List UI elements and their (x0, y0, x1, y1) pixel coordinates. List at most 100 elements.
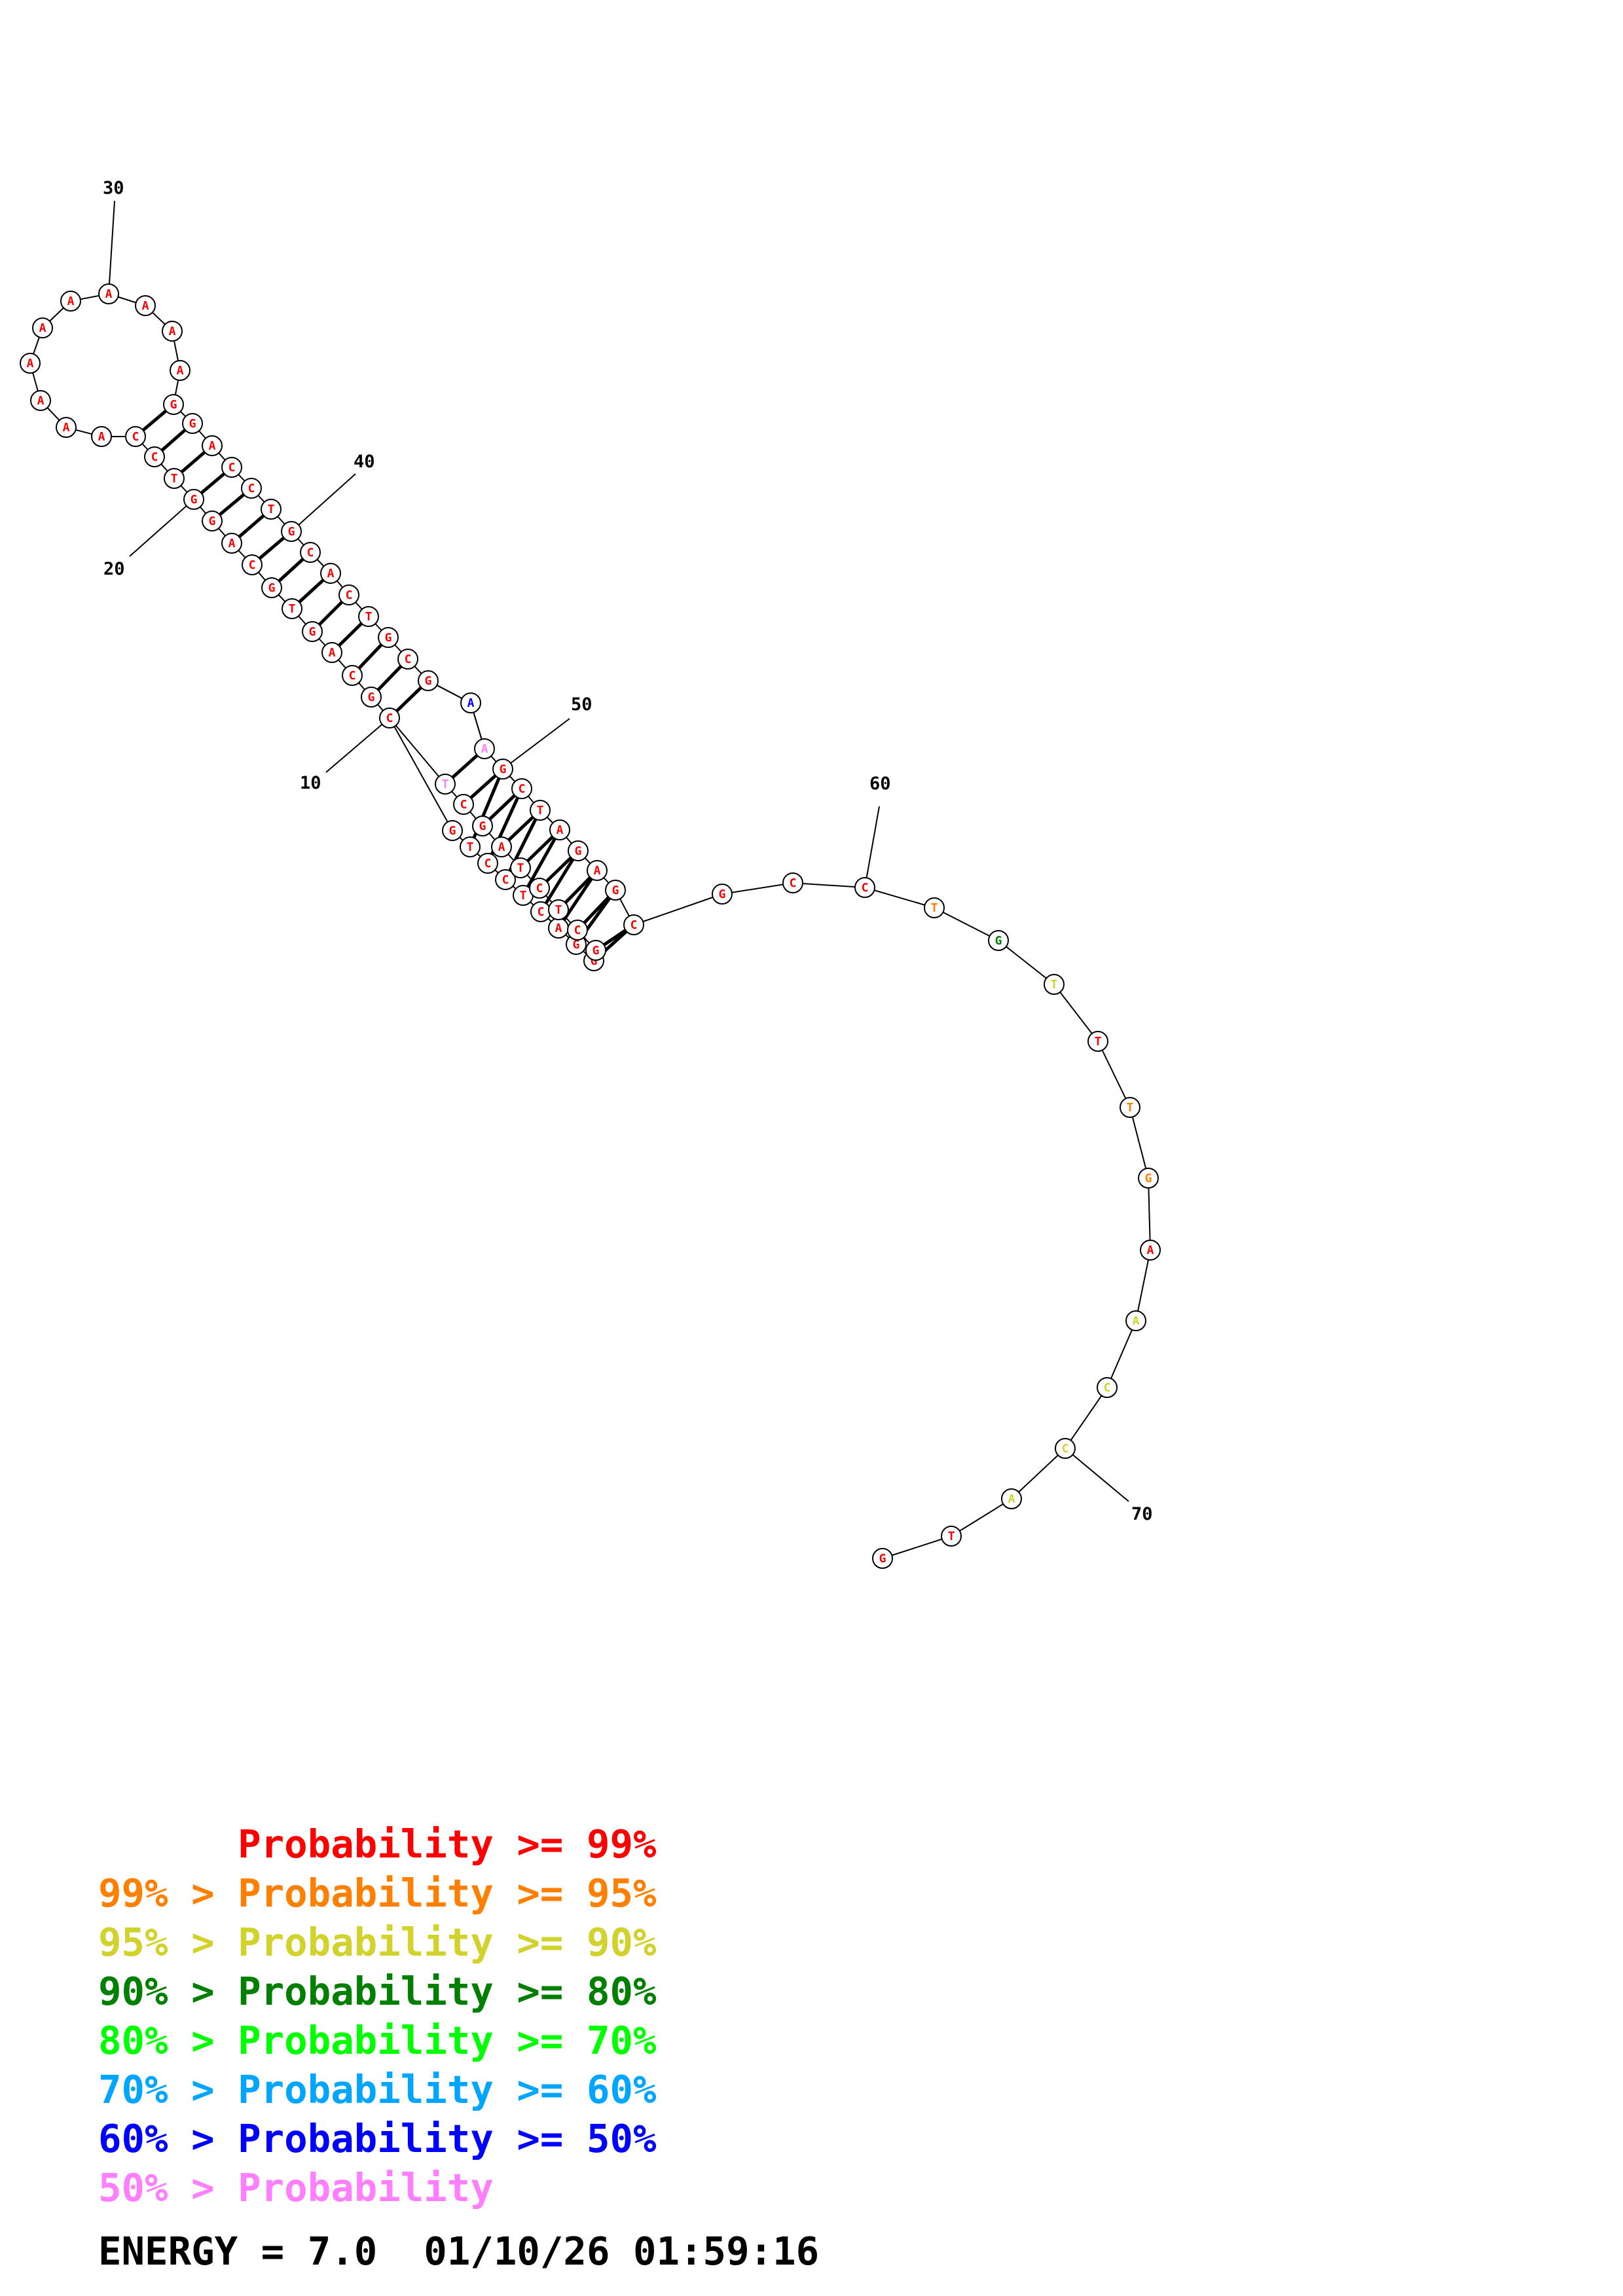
position-label: 50 (571, 694, 593, 715)
nucleotide: G (872, 1548, 893, 1569)
nucleotide-letter: G (309, 625, 316, 639)
nucleotide-circle (32, 317, 53, 338)
nucleotide-circle (91, 426, 112, 447)
nucleotide: G (202, 511, 223, 531)
nucleotide-letter: C (502, 873, 509, 887)
nucleotide: A (202, 435, 223, 456)
nucleotide: C (567, 920, 588, 941)
nucleotide-letter: C (228, 461, 236, 475)
nucleotide-letter: T (467, 840, 474, 854)
nucleotide-letter: G (591, 954, 598, 968)
nucleotide-letter: G (575, 844, 582, 858)
backbone-segment (882, 1535, 952, 1559)
nucleotide-letter: A (142, 299, 149, 313)
nucleotide-circle (170, 360, 191, 381)
nucleotide-circle (302, 621, 323, 642)
nucleotide-letter: G (1145, 1172, 1152, 1185)
nucleotide: A (587, 860, 608, 881)
nucleotide-letter: G (449, 824, 456, 838)
nucleotide: G (302, 621, 323, 642)
position-tick (129, 499, 194, 557)
nucleotide: T (358, 606, 379, 627)
nucleotide-circle (530, 800, 551, 821)
nucleotide-letter: A (555, 922, 562, 935)
nucleotide-letter: A (228, 537, 236, 550)
backbone-segment (1106, 1320, 1137, 1388)
nucleotide: A (491, 836, 512, 857)
nucleotide: G (988, 930, 1009, 951)
legend-entry: 80% > Probability >= 70% (98, 2018, 657, 2063)
base-pair-line (468, 768, 505, 848)
nucleotide-letter: G (209, 514, 216, 528)
legend-entry: 95% > Probability >= 90% (98, 1920, 657, 1965)
position-label: 60 (869, 774, 891, 794)
nucleotide-letter: T (517, 861, 524, 875)
nucleotide: C (397, 649, 418, 670)
nucleotide-circle (872, 1548, 893, 1569)
base-pair-line (521, 829, 562, 897)
nucleotide-circle (282, 598, 302, 619)
nucleotide-circle (442, 820, 463, 841)
nucleotide: G (182, 413, 203, 434)
nucleotide-circle (510, 857, 531, 878)
nucleotide-letter: C (405, 653, 412, 666)
nucleotide-circle (358, 606, 379, 627)
legend-entry: 60% > Probability >= 50% (98, 2116, 657, 2161)
nucleotide-circle (1125, 1310, 1146, 1331)
position-labels: 10 20 30 40 50 60 70 (103, 178, 1153, 1524)
nucleotide-circle (125, 426, 146, 447)
nucleotide-circle (453, 794, 474, 815)
nucleotide-circle (1044, 974, 1065, 995)
nucleotide: C (125, 426, 146, 447)
nucleotide: A (170, 360, 191, 381)
nucleotide-circle (924, 897, 945, 918)
backbone-segment (1053, 984, 1099, 1042)
nucleotide-circle (435, 774, 456, 795)
nucleotide-circle (202, 435, 223, 456)
nucleotide-circle (1001, 1488, 1022, 1509)
nucleotide-circle (261, 499, 282, 520)
nucleotide: G (1138, 1168, 1159, 1189)
backbone-segment (864, 887, 935, 908)
nucleotide-letter: T (442, 778, 449, 791)
nucleotide-circle (988, 930, 1009, 951)
nucleotide-circle (300, 542, 321, 563)
nucleotide-circle (164, 468, 185, 489)
nucleotide-letter: C (630, 918, 638, 932)
nucleotide-letter: C (248, 482, 255, 495)
nucleotide-letter: C (574, 924, 581, 937)
nucleotide-circle (144, 446, 165, 467)
nucleotide-letter: A (63, 421, 70, 435)
nucleotide-letter: C (386, 711, 393, 725)
nucleotide-circle (60, 291, 81, 312)
nucleotide-letter: G (593, 944, 600, 958)
nucleotide-letter: A (169, 325, 176, 338)
nucleotide: A (98, 283, 119, 304)
nucleotide: A (548, 918, 569, 939)
nucleotide-letter: C (460, 798, 467, 812)
legend-entry: 70% > Probability >= 60% (98, 2067, 657, 2112)
nucleotide: G (183, 489, 204, 510)
nucleotide-circle (477, 853, 498, 874)
nucleotide-letter: A (329, 646, 336, 660)
nucleotide: C (300, 542, 321, 563)
nucleotide-letter: A (98, 430, 105, 444)
backbone-segment (389, 717, 453, 831)
base-pair-lines (134, 403, 635, 962)
position-tick (291, 473, 356, 532)
nucleotide: T (282, 598, 302, 619)
base-pair-line (556, 869, 599, 929)
nucleotide-letter: T (555, 903, 562, 917)
nucleotide: A (162, 321, 183, 342)
nucleotide-circle (492, 759, 513, 780)
legend-entry: Probability >= 99% (98, 1821, 657, 1867)
position-tick (502, 718, 570, 770)
nucleotide-circle (1140, 1240, 1161, 1261)
nucleotide: A (32, 317, 53, 338)
nucleotide-letter: A (556, 823, 564, 837)
nucleotide: A (474, 738, 495, 759)
nucleotide: C (530, 901, 551, 922)
nucleotide: C (1055, 1438, 1076, 1459)
nucleotide-circle (320, 563, 341, 584)
nucleotide-letter: C (862, 881, 869, 895)
